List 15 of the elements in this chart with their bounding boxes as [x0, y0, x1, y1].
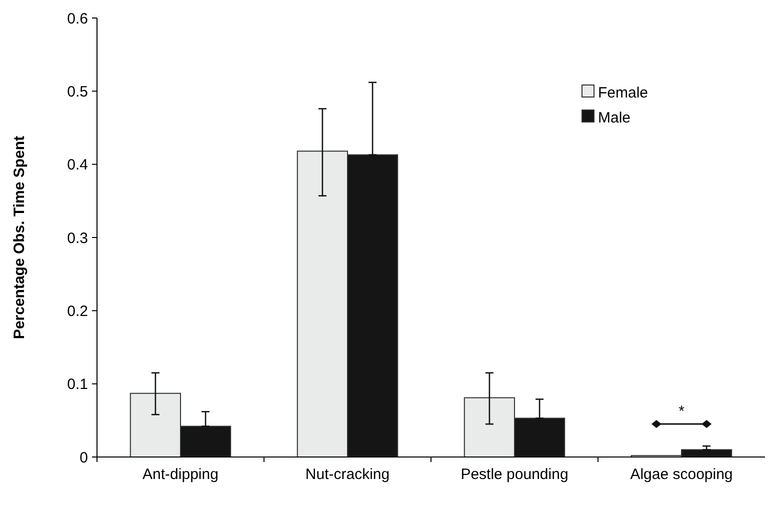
- x-tick-label: Ant-dipping: [142, 466, 218, 483]
- y-tick-label: 0.3: [67, 230, 88, 247]
- x-tick-label: Pestle pounding: [460, 466, 568, 483]
- y-tick-label: 0.1: [67, 376, 88, 394]
- x-tick-label: Algae scooping: [630, 466, 733, 483]
- y-tick-label: 0: [80, 449, 88, 466]
- y-axis-title: Percentage Obs. Time Spent: [11, 136, 28, 340]
- y-tick-label: 0.4: [67, 156, 88, 174]
- annotation: *: [678, 403, 685, 420]
- y-tick-label: 0.5: [67, 83, 88, 100]
- legend-label: Male: [598, 109, 631, 126]
- y-tick-label: 0.2: [67, 302, 88, 320]
- x-tick-label: Nut-cracking: [305, 466, 390, 483]
- legend-label: Female: [598, 84, 648, 102]
- y-tick-label: 0.6: [67, 10, 88, 28]
